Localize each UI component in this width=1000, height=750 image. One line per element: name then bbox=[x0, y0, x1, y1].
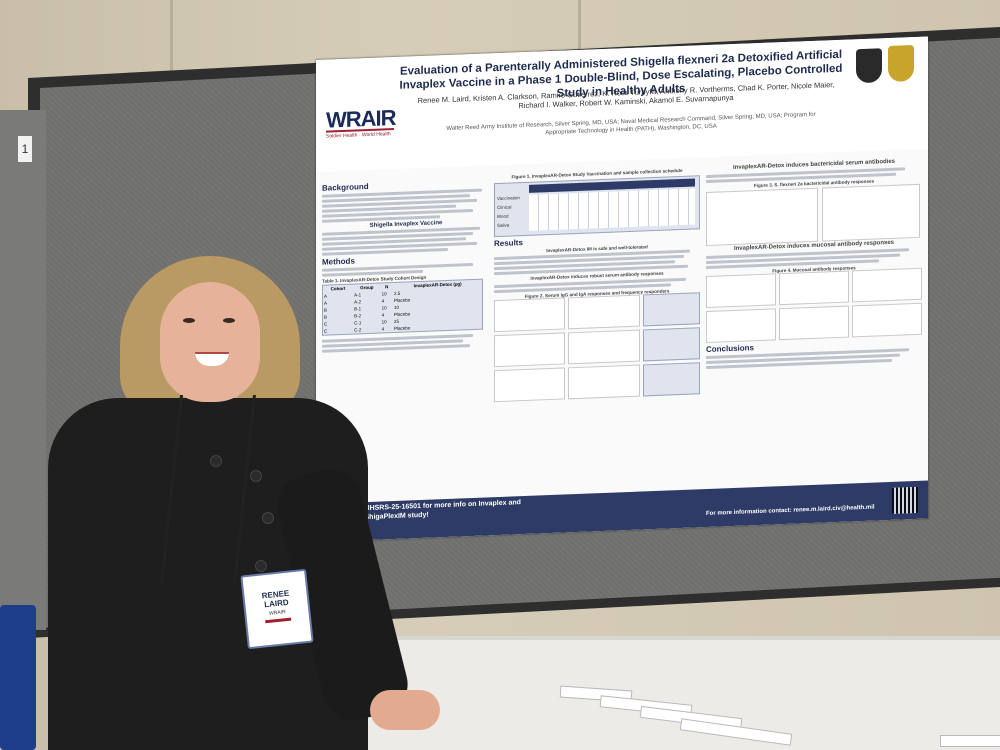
person-hand bbox=[370, 690, 440, 730]
dress-button bbox=[262, 512, 274, 524]
figure3-panels bbox=[706, 183, 922, 247]
handout-card bbox=[940, 735, 1000, 747]
responder-table bbox=[642, 362, 700, 397]
army-medical-crest-icon bbox=[888, 45, 914, 83]
line-chart-thumbnail bbox=[494, 367, 566, 403]
bar-chart-thumbnail bbox=[706, 273, 776, 309]
wall-seam bbox=[170, 0, 173, 110]
line-chart-thumbnail bbox=[568, 364, 640, 400]
qr-code-icon bbox=[892, 486, 918, 514]
table-cell: C-2 bbox=[354, 326, 362, 333]
schedule-row-label: Saliva bbox=[497, 222, 510, 228]
schedule-row-label: Vaccination bbox=[497, 194, 520, 201]
poster-column-middle: Figure 1. InvaplexAR-Detox Study Vaccina… bbox=[494, 167, 700, 515]
line-chart-thumbnail bbox=[494, 297, 566, 333]
dress-button bbox=[250, 470, 262, 482]
dress-button bbox=[255, 560, 267, 572]
dot-plot-thumbnail bbox=[706, 308, 776, 344]
figure4-grid bbox=[706, 268, 922, 344]
board-number-tag: 1 bbox=[18, 136, 32, 162]
person-face bbox=[160, 282, 260, 402]
smile-icon bbox=[195, 352, 229, 366]
responder-table bbox=[642, 292, 700, 327]
figure2-grid bbox=[494, 292, 700, 403]
name-badge: RENEE LAIRD WRAIR bbox=[240, 568, 314, 650]
schedule-grid bbox=[529, 188, 695, 231]
line-chart-thumbnail bbox=[494, 332, 566, 368]
fold-rise-dot-plot bbox=[822, 183, 920, 242]
line-chart-thumbnail bbox=[568, 329, 640, 365]
blue-chair bbox=[0, 605, 36, 750]
dot-plot-thumbnail bbox=[852, 303, 922, 338]
table-cell: 4 bbox=[381, 325, 385, 332]
cohort-table: Cohort Group N InvaplexAR-Detox (µg) A A-… bbox=[322, 278, 484, 336]
research-poster: WRAIR Soldier Health · World Health Eval… bbox=[316, 36, 928, 543]
unit-crest-icon bbox=[856, 48, 882, 84]
adjacent-poster-board bbox=[0, 110, 46, 630]
table-cell: C bbox=[324, 328, 328, 334]
bar-chart-thumbnail bbox=[852, 268, 922, 303]
badge-logo-icon bbox=[265, 617, 292, 624]
bactericidal-line-chart bbox=[706, 187, 818, 247]
responder-table bbox=[642, 327, 700, 362]
dress-button bbox=[210, 455, 222, 467]
eye-icon bbox=[183, 318, 195, 323]
dot-plot-thumbnail bbox=[779, 305, 849, 341]
poster-column-right: InvaplexAR-Detox induces bactericidal se… bbox=[706, 159, 922, 507]
eye-icon bbox=[223, 318, 235, 323]
line-chart-thumbnail bbox=[568, 294, 640, 330]
schedule-figure: Vaccination Clinical Blood Saliva bbox=[494, 174, 700, 237]
bar-chart-thumbnail bbox=[779, 270, 849, 306]
